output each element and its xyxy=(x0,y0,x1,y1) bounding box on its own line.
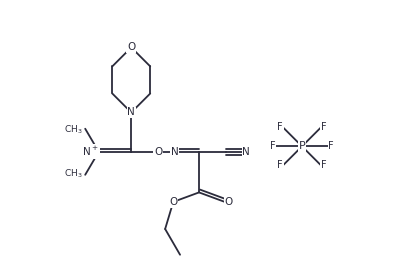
Text: N: N xyxy=(242,147,250,157)
Text: F: F xyxy=(321,160,327,170)
Text: O: O xyxy=(127,43,136,52)
Text: O: O xyxy=(225,197,233,207)
Text: P: P xyxy=(299,141,305,151)
Text: N: N xyxy=(171,147,178,157)
Text: F: F xyxy=(329,141,334,151)
Text: F: F xyxy=(277,160,283,170)
Text: CH$_3$: CH$_3$ xyxy=(64,167,83,180)
Text: F: F xyxy=(321,122,327,133)
Text: O: O xyxy=(154,147,163,157)
Text: F: F xyxy=(270,141,276,151)
Text: N$^+$: N$^+$ xyxy=(82,145,99,158)
Text: CH$_3$: CH$_3$ xyxy=(64,124,83,136)
Text: F: F xyxy=(277,122,283,133)
Text: N: N xyxy=(127,108,135,117)
Text: O: O xyxy=(169,197,177,207)
